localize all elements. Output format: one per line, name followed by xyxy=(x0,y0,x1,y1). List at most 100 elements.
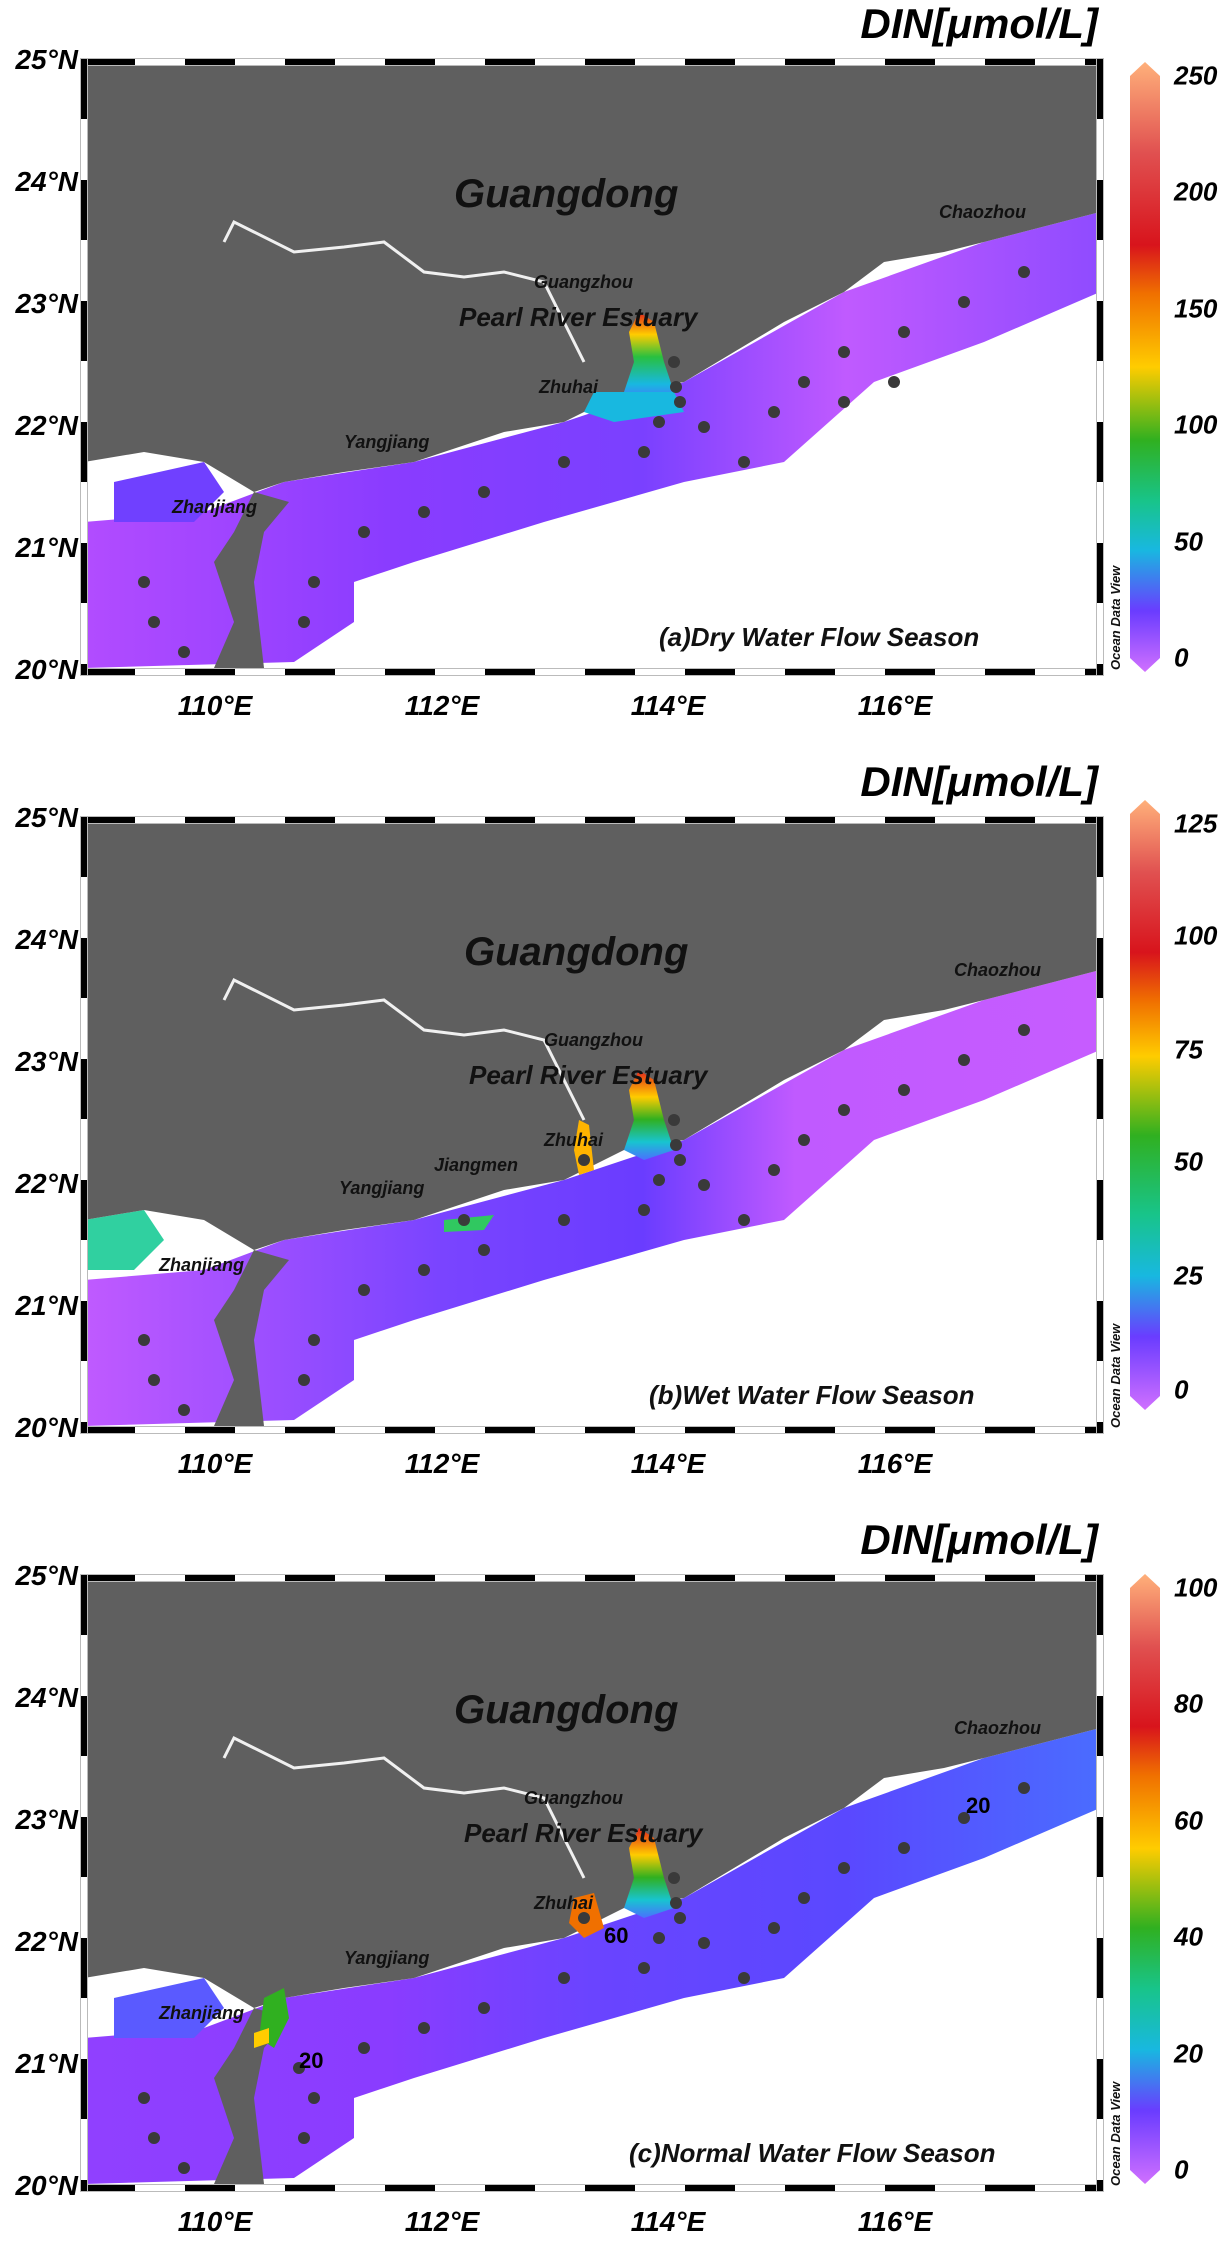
cbar-tick-50: 50 xyxy=(1174,1146,1203,1177)
map-graphic xyxy=(84,1578,1100,2184)
lon-label-110: 110°E xyxy=(177,690,253,721)
contour-label-60: 60 xyxy=(604,1923,629,1948)
panel-b-wet-season: DIN[μmol/L] 25°N 24°N 23°N 22°N 21°N 20°… xyxy=(0,758,1228,1505)
cbar-tick-0: 0 xyxy=(1174,1374,1189,1405)
cbar-tick-250: 250 xyxy=(1174,60,1218,91)
lat-label-25: 25°N xyxy=(15,802,78,833)
cbar-tick-200: 200 xyxy=(1174,176,1218,207)
lat-label-20: 20°N xyxy=(15,654,78,685)
colorbar-gradient xyxy=(1130,800,1160,1410)
frame-bottom xyxy=(84,2184,1100,2192)
lat-label-24: 24°N xyxy=(15,166,78,197)
panel-c-normal-season: DIN[μmol/L] 25°N 24°N 23°N 22°N 21°N 20°… xyxy=(0,1516,1228,2263)
lat-label-23: 23°N xyxy=(15,288,78,319)
lon-label-110: 110°E xyxy=(177,1448,253,1479)
contour-label-20-west: 20 xyxy=(299,2048,324,2073)
lon-label-112: 112°E xyxy=(404,690,480,721)
map-area: Guangdong Guangzhou Pearl River Estuary … xyxy=(84,1578,1100,2184)
label-zhanjiang: Zhanjiang xyxy=(159,2003,244,2023)
label-chaozhou: Chaozhou xyxy=(954,1718,1041,1738)
colorbar-gradient xyxy=(1130,1574,1160,2184)
lon-label-112: 112°E xyxy=(404,2206,480,2237)
cbar-tick-0: 0 xyxy=(1174,2154,1189,2185)
watermark-odv: Ocean Data View xyxy=(1108,2081,1123,2186)
lon-label-116: 116°E xyxy=(857,1448,933,1479)
lat-label-21: 21°N xyxy=(15,532,78,563)
label-pearl-river-estuary: Pearl River Estuary xyxy=(459,302,698,332)
lat-label-22: 22°N xyxy=(15,1168,78,1199)
label-guangdong: Guangdong xyxy=(464,930,689,974)
frame-top xyxy=(84,1574,1100,1582)
frame-bottom xyxy=(84,1426,1100,1434)
label-zhanjiang: Zhanjiang xyxy=(172,497,257,517)
cbar-tick-60: 60 xyxy=(1174,1805,1203,1836)
label-pearl-river-estuary: Pearl River Estuary xyxy=(464,1818,703,1848)
season-label: (a)Dry Water Flow Season xyxy=(659,622,980,652)
label-zhuhai: Zhuhai xyxy=(544,1130,603,1150)
lat-label-24: 24°N xyxy=(15,924,78,955)
map-graphic xyxy=(84,820,1100,1426)
colorbar: 125 100 75 50 25 0 xyxy=(1130,800,1217,1410)
frame-bottom xyxy=(84,668,1100,676)
lat-label-25: 25°N xyxy=(15,1560,78,1591)
unit-title: DIN[μmol/L] xyxy=(860,0,1098,47)
label-zhuhai: Zhuhai xyxy=(539,377,598,397)
map-graphic xyxy=(84,62,1100,668)
lon-label-112: 112°E xyxy=(404,1448,480,1479)
lon-label-116: 116°E xyxy=(857,2206,933,2237)
label-chaozhou: Chaozhou xyxy=(939,202,1026,222)
cbar-tick-25: 25 xyxy=(1174,1260,1203,1291)
cbar-tick-100: 100 xyxy=(1174,409,1218,440)
map-area: Guangdong Guangzhou Pearl River Estuary … xyxy=(84,62,1100,668)
label-pearl-river-estuary: Pearl River Estuary xyxy=(469,1060,708,1090)
label-jiangmen: Jiangmen xyxy=(434,1155,519,1175)
cbar-tick-75: 75 xyxy=(1174,1034,1203,1065)
cbar-tick-100: 100 xyxy=(1174,920,1218,951)
frame-top xyxy=(84,816,1100,824)
lat-label-24: 24°N xyxy=(15,1682,78,1713)
lat-label-25: 25°N xyxy=(15,44,78,75)
frame-right xyxy=(1096,58,1104,676)
label-guangzhou: Guangzhou xyxy=(544,1030,643,1050)
unit-title: DIN[μmol/L] xyxy=(860,1516,1098,1563)
frame-left xyxy=(80,816,88,1434)
label-yangjiang: Yangjiang xyxy=(339,1178,425,1198)
colorbar: 250 200 150 100 50 0 xyxy=(1130,61,1217,673)
cbar-tick-80: 80 xyxy=(1174,1688,1203,1719)
label-guangzhou: Guangzhou xyxy=(524,1788,623,1808)
lat-label-22: 22°N xyxy=(15,1926,78,1957)
watermark-odv: Ocean Data View xyxy=(1108,565,1123,670)
lon-label-110: 110°E xyxy=(177,2206,253,2237)
lat-label-21: 21°N xyxy=(15,2048,78,2079)
cbar-tick-0: 0 xyxy=(1174,642,1189,673)
label-yangjiang: Yangjiang xyxy=(344,1948,430,1968)
cbar-tick-40: 40 xyxy=(1174,1921,1203,1952)
watermark-odv: Ocean Data View xyxy=(1108,1323,1123,1428)
season-label: (b)Wet Water Flow Season xyxy=(649,1380,975,1410)
season-label: (c)Normal Water Flow Season xyxy=(629,2138,996,2168)
lat-label-23: 23°N xyxy=(15,1046,78,1077)
lon-label-114: 114°E xyxy=(630,2206,706,2237)
lon-label-114: 114°E xyxy=(630,690,706,721)
frame-right xyxy=(1096,1574,1104,2192)
label-guangzhou: Guangzhou xyxy=(534,272,633,292)
lat-label-22: 22°N xyxy=(15,410,78,441)
frame-left xyxy=(80,1574,88,2192)
lon-label-114: 114°E xyxy=(630,1448,706,1479)
frame-left xyxy=(80,58,88,676)
cbar-tick-100: 100 xyxy=(1174,1572,1218,1603)
cbar-tick-150: 150 xyxy=(1174,293,1218,324)
colorbar-gradient xyxy=(1130,62,1160,672)
label-zhuhai: Zhuhai xyxy=(534,1893,593,1913)
label-chaozhou: Chaozhou xyxy=(954,960,1041,980)
lat-label-20: 20°N xyxy=(15,1412,78,1443)
label-guangdong: Guangdong xyxy=(454,172,679,216)
label-guangdong: Guangdong xyxy=(454,1688,679,1732)
cbar-tick-125: 125 xyxy=(1174,808,1218,839)
frame-top xyxy=(84,58,1100,66)
colorbar: 100 80 60 40 20 0 xyxy=(1130,1573,1217,2185)
lat-label-21: 21°N xyxy=(15,1290,78,1321)
label-yangjiang: Yangjiang xyxy=(344,432,430,452)
frame-right xyxy=(1096,816,1104,1434)
map-area: Guangdong Guangzhou Pearl River Estuary … xyxy=(84,820,1100,1426)
